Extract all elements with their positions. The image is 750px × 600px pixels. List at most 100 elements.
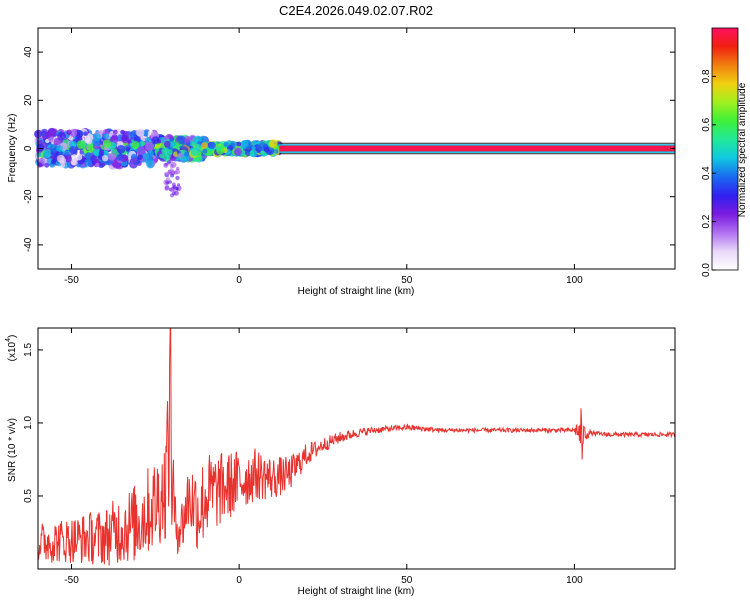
- spectrogram-point: [166, 177, 171, 182]
- spectrogram-point: [144, 136, 151, 143]
- figure-title: C2E4.2026.049.02.07.R02: [279, 3, 433, 18]
- spectrogram-point: [139, 140, 146, 147]
- spectrogram-point: [102, 155, 109, 162]
- spectrogram-marks: [34, 127, 675, 198]
- spectrogram-y-tick-label: 0: [23, 145, 34, 151]
- spectrogram-ylabel: Frequency (Hz): [7, 114, 18, 183]
- spectrogram-point: [172, 182, 176, 187]
- snr-frame: [37, 327, 676, 570]
- snr-y-tick-label: 0.5: [23, 489, 34, 503]
- spectrogram-point: [172, 185, 176, 189]
- spectrogram-point: [172, 187, 177, 192]
- spectrogram-point: [175, 175, 180, 181]
- spectrogram-point: [132, 157, 138, 163]
- spectrogram-point: [168, 171, 172, 175]
- spectrogram-point: [151, 136, 160, 145]
- spectrogram-point: [86, 138, 93, 145]
- snr-ylabel: SNR (10 * v/v): [7, 418, 18, 482]
- spectrogram-point: [45, 131, 53, 139]
- spectrogram-point: [177, 183, 181, 187]
- spectrogram-point: [131, 141, 140, 149]
- spectrogram-point: [177, 152, 183, 158]
- spectrogram-point: [194, 143, 202, 151]
- spectrogram-point: [112, 129, 118, 135]
- spectrogram-point: [49, 143, 59, 153]
- spectrogram-point: [136, 128, 145, 137]
- snr-scale-prefix: (x10: [7, 341, 18, 361]
- spectrogram-point: [56, 145, 63, 152]
- spectrogram-y-tick-label: -40: [23, 237, 34, 252]
- spectrogram-point: [92, 148, 100, 156]
- spectrogram-point: [137, 154, 144, 161]
- spectrogram-point: [75, 153, 83, 161]
- snr-series-line: [37, 327, 676, 566]
- spectrogram-y-tick-label: 40: [23, 46, 34, 58]
- spectrogram-point: [95, 162, 100, 167]
- spectrogram-point: [172, 191, 176, 196]
- svg-text:(x104): (x104): [5, 335, 18, 362]
- spectrogram-point: [84, 158, 93, 167]
- colorbar-tick-label: 0.0: [701, 263, 712, 277]
- snr-scale-annotation: (x104): [5, 335, 18, 362]
- colorbar-gradient: [711, 27, 739, 271]
- spectrogram-point: [184, 138, 190, 144]
- spectrogram-point: [169, 138, 174, 143]
- spectrogram-point: [164, 186, 169, 191]
- colorbar: 0.0 0.2 0.4 0.6 0.8 Normalized spectral ampl…: [701, 27, 748, 277]
- snr-y-tick-label: 1.0: [23, 416, 34, 430]
- spectrogram-y-tick-label: 20: [23, 94, 34, 106]
- spectrogram-point: [69, 145, 78, 155]
- snr-x-tick-label: 50: [401, 575, 413, 586]
- spectrogram-point: [83, 131, 88, 136]
- spectrogram-point: [249, 149, 258, 158]
- spectrogram-point: [111, 134, 118, 141]
- spectrogram-y-ticks: -40 -20 0 20 40: [23, 46, 675, 252]
- snr-marks: [37, 327, 676, 566]
- spectrogram-point: [263, 146, 270, 153]
- spectrogram-point: [93, 133, 101, 142]
- spectrogram-point: [189, 140, 196, 146]
- spectrogram-point: [177, 135, 186, 145]
- spectrogram-point: [164, 162, 168, 166]
- spectrogram-point: [241, 139, 249, 148]
- colorbar-label: Normalized spectral amplitude: [737, 82, 748, 217]
- spectrogram-point: [236, 141, 242, 147]
- spectrogram-point: [121, 134, 128, 142]
- spectrogram-point: [127, 139, 132, 144]
- snr-x-tick-label: 100: [566, 575, 583, 586]
- spectrogram-point: [116, 145, 126, 154]
- spectrogram-point: [89, 143, 94, 149]
- snr-y-ticks: 0.5 1.0 1.5: [23, 343, 675, 503]
- spectrogram-point: [102, 139, 112, 148]
- spectrogram-point: [59, 157, 67, 164]
- spectrogram-point: [273, 149, 279, 154]
- spectrogram-point: [202, 148, 208, 154]
- spectrogram-point: [170, 162, 177, 168]
- spectrogram-point: [103, 133, 110, 140]
- spectrogram-point: [269, 142, 275, 148]
- colorbar-tick-label: 0.8: [701, 69, 712, 83]
- spectrogram-point: [66, 129, 72, 135]
- spectrogram-point: [145, 142, 154, 151]
- snr-chart: -50 0 50 100 0.5 1.0 1.5 Height of straight l…: [5, 327, 676, 597]
- snr-y-tick-label: 1.5: [23, 343, 34, 357]
- spectrogram-x-tick-label: -50: [64, 275, 79, 286]
- colorbar-tick-label: 0.4: [701, 166, 712, 180]
- spectrogram-x-tick-label: 50: [401, 275, 413, 286]
- spectrogram-point: [168, 180, 172, 184]
- snr-x-tick-label: -50: [64, 575, 79, 586]
- spectrogram-point: [208, 141, 217, 149]
- spectrogram-point: [234, 147, 242, 156]
- colorbar-ticks: 0.0 0.2 0.4 0.6 0.8: [701, 69, 716, 277]
- spectrogram-point: [120, 129, 125, 135]
- spectrogram-point: [146, 160, 155, 169]
- spectrogram-point: [36, 152, 42, 158]
- snr-x-ticks: -50 0 50 100: [64, 328, 583, 586]
- spectrogram-point: [163, 140, 171, 148]
- spectrogram-point: [76, 140, 86, 149]
- spectrogram-point: [43, 149, 52, 158]
- spectrogram-point: [125, 146, 131, 152]
- spectrogram-point: [71, 159, 77, 166]
- spectrogram-point: [176, 166, 180, 171]
